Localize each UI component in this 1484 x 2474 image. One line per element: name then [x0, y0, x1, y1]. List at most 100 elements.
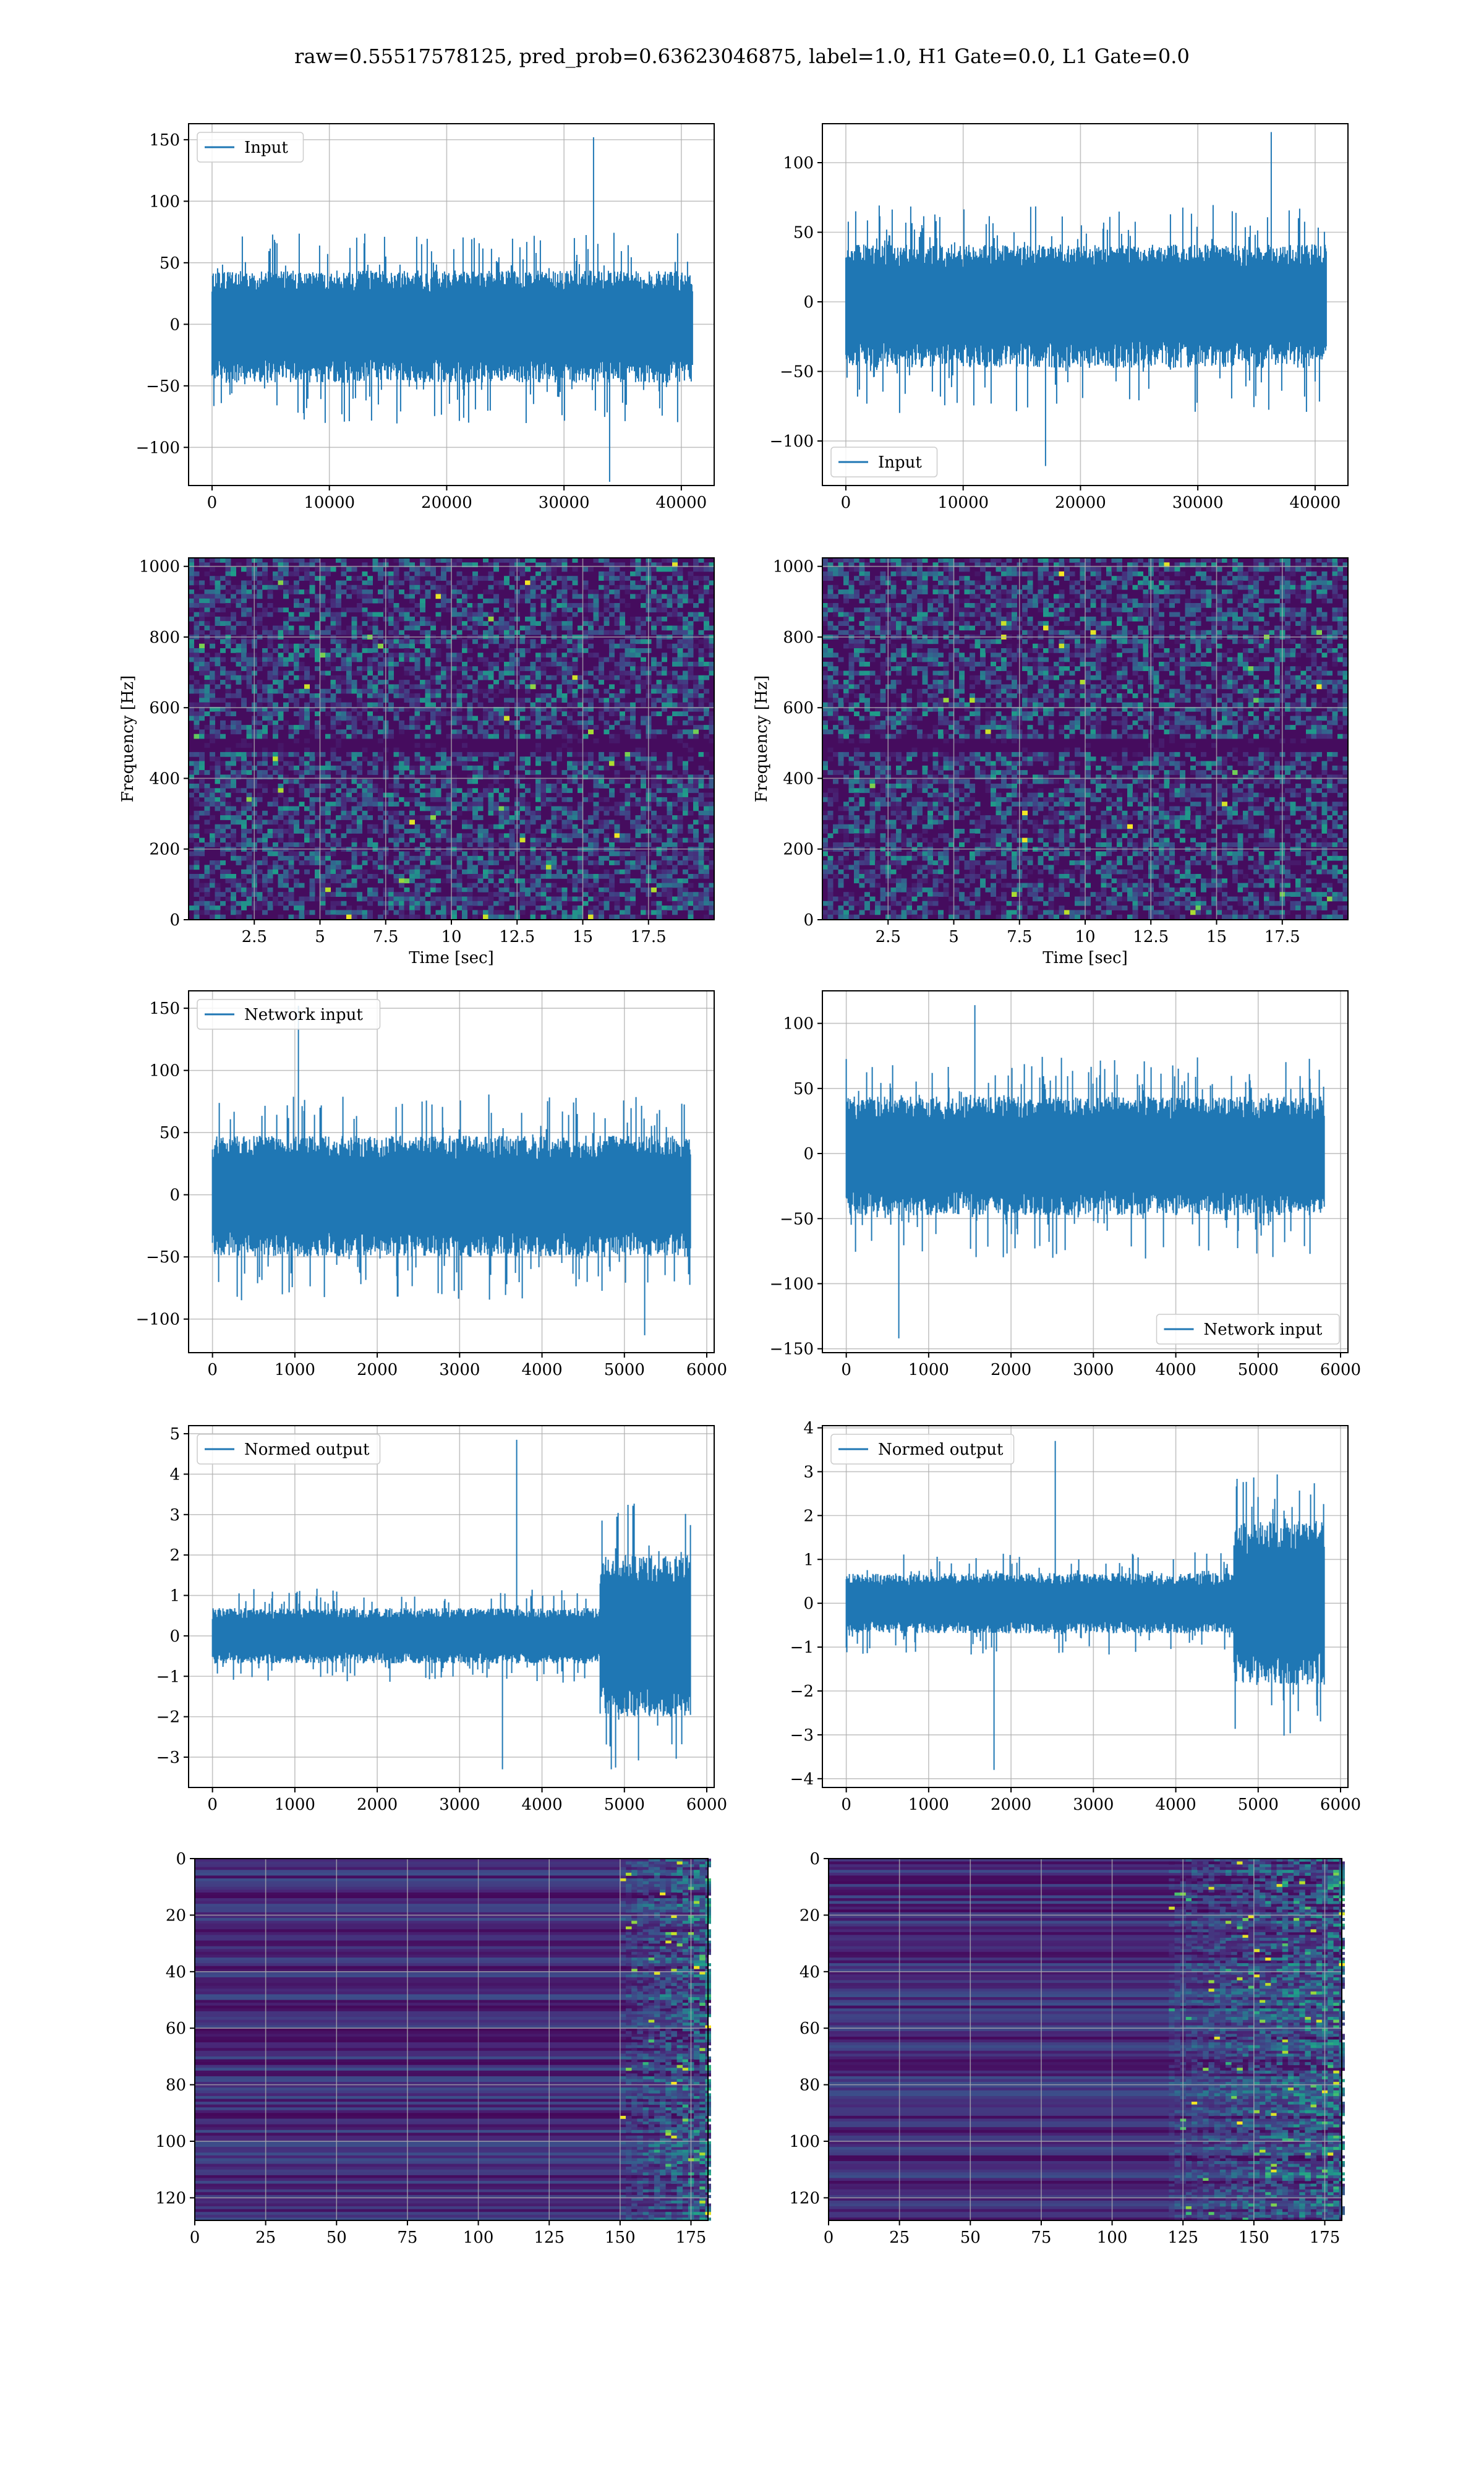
heatmap-cell — [525, 625, 531, 631]
heatmap-cell — [588, 914, 594, 920]
heatmap-cell — [1117, 558, 1122, 563]
heatmap-cell — [404, 562, 410, 568]
heatmap-cell — [388, 706, 394, 712]
heatmap-cell — [472, 865, 478, 870]
heatmap-cell — [582, 765, 589, 771]
heatmap-cell — [446, 770, 452, 775]
heatmap-cell — [425, 725, 431, 730]
heatmap-cell — [278, 580, 284, 586]
heatmap-cell — [546, 869, 552, 875]
heatmap-cell — [693, 558, 699, 563]
heatmap-cell — [262, 729, 268, 735]
heatmap-cell — [483, 639, 488, 644]
heatmap-cell — [582, 630, 589, 635]
heatmap-cell — [456, 874, 463, 879]
heatmap-cell — [493, 706, 499, 712]
heatmap-cell — [672, 607, 678, 613]
heatmap-cell — [578, 896, 583, 902]
heatmap-cell — [519, 860, 526, 865]
heatmap-cell — [551, 720, 557, 726]
heatmap-cell — [456, 860, 463, 865]
heatmap-cell — [1185, 562, 1191, 568]
heatmap-cell — [236, 901, 242, 906]
heatmap-cell — [446, 855, 452, 861]
heatmap-cell — [683, 616, 688, 622]
heatmap-cell — [593, 810, 599, 816]
heatmap-cell — [677, 829, 683, 834]
heatmap-cell — [404, 680, 410, 685]
heatmap-cell — [498, 688, 505, 694]
heatmap-cell — [620, 702, 625, 708]
heatmap-cell — [220, 680, 226, 685]
heatmap-cell — [572, 657, 578, 662]
heatmap-cell — [267, 720, 273, 726]
heatmap-cell — [572, 612, 578, 617]
heatmap-cell — [467, 648, 473, 653]
heatmap-cell — [472, 698, 478, 703]
heatmap-cell — [299, 756, 305, 761]
heatmap-cell — [236, 589, 242, 594]
heatmap-cell — [672, 878, 678, 884]
heatmap-cell — [325, 820, 331, 825]
heatmap-cell — [304, 598, 310, 604]
heatmap-cell — [698, 765, 704, 771]
heatmap-cell — [330, 684, 336, 690]
heatmap-cell — [330, 598, 336, 604]
heatmap-cell — [362, 860, 368, 865]
heatmap-cell — [974, 562, 981, 568]
heatmap-cell — [609, 779, 615, 784]
heatmap-cell — [336, 824, 341, 829]
heatmap-cell — [488, 734, 494, 739]
heatmap-cell — [393, 747, 399, 753]
heatmap-cell — [504, 734, 510, 739]
heatmap-cell — [414, 706, 420, 712]
heatmap-cell — [210, 657, 215, 662]
heatmap-cell — [609, 567, 615, 572]
heatmap-cell — [535, 670, 541, 676]
heatmap-cell — [556, 779, 562, 784]
heatmap-cell — [257, 729, 263, 735]
heatmap-cell — [189, 815, 194, 820]
heatmap-cell — [535, 576, 541, 581]
heatmap-cell — [1327, 558, 1333, 563]
heatmap-cell — [1164, 576, 1170, 581]
heatmap-cell — [875, 558, 881, 563]
heatmap-cell — [667, 887, 673, 892]
heatmap-cell — [189, 688, 194, 694]
heatmap-cell — [677, 625, 683, 631]
heatmap-cell — [393, 901, 399, 906]
heatmap-cell — [299, 774, 305, 780]
heatmap-cell — [462, 594, 467, 599]
heatmap-cell — [372, 657, 378, 662]
heatmap-cell — [278, 571, 284, 576]
heatmap-cell — [325, 829, 331, 834]
heatmap-cell — [351, 643, 357, 649]
heatmap-cell — [688, 729, 694, 735]
heatmap-cell — [330, 910, 336, 915]
heatmap-cell — [320, 860, 326, 865]
heatmap-cell — [693, 820, 699, 825]
heatmap-cell — [283, 892, 289, 897]
heatmap-cell — [325, 842, 331, 847]
heatmap-cell — [336, 892, 341, 897]
heatmap-cell — [688, 779, 694, 784]
heatmap-cell — [641, 770, 646, 775]
heatmap-cell — [698, 589, 704, 594]
spectrogram-l1-panel: 2.5 5 7.5 10 12.5 15 17.502004006008001000Time… — [753, 557, 1349, 967]
heatmap-cell — [483, 657, 488, 662]
heatmap-cell — [257, 594, 263, 599]
heatmap-cell — [225, 680, 231, 685]
heatmap-cell — [493, 860, 499, 865]
heatmap-cell — [593, 738, 599, 743]
heatmap-cell — [593, 892, 599, 897]
heatmap-cell — [372, 684, 378, 690]
heatmap-cell — [456, 842, 463, 847]
heatmap-cell — [357, 607, 362, 613]
heatmap-cell — [425, 855, 431, 861]
heatmap-cell — [662, 603, 667, 608]
heatmap-cell — [572, 698, 578, 703]
heatmap-cell — [1174, 567, 1180, 572]
heatmap-cell — [414, 639, 420, 644]
heatmap-cell — [304, 571, 310, 576]
heatmap-cell — [341, 607, 347, 613]
